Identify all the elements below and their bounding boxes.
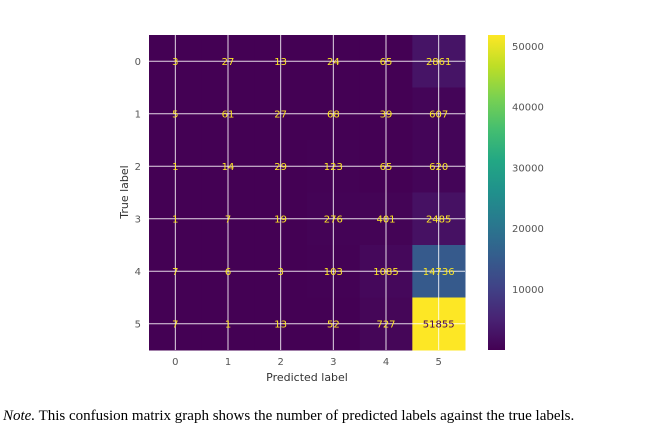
cell-value: 7: [172, 319, 178, 330]
colorbar-ticks: 10000 20000 30000 40000 50000: [512, 42, 544, 296]
colorbar-tick-label: 40000: [512, 103, 544, 114]
colorbar-tick-label: 50000: [512, 42, 544, 53]
cell-value: 103: [324, 267, 343, 278]
cell-value: 276: [324, 214, 343, 225]
cell-value: 29: [274, 162, 287, 173]
cell-value: 727: [376, 319, 395, 330]
cell-value: 14736: [423, 267, 455, 278]
cell-value: 27: [274, 109, 287, 120]
colorbar-tick-label: 30000: [512, 163, 544, 174]
cell-value: 3: [277, 267, 283, 278]
y-axis-label: True label: [118, 165, 131, 219]
cell-value: 13: [274, 319, 287, 330]
caption-label: Note.: [3, 408, 36, 424]
cell-value: 61: [222, 109, 235, 120]
y-tick-label: 2: [135, 162, 141, 173]
cell-value: 1085: [373, 267, 398, 278]
cell-value: 2861: [426, 57, 451, 68]
cell-value: 1: [172, 162, 178, 173]
x-tick-label: 3: [330, 357, 336, 368]
x-axis-label: Predicted label: [266, 371, 348, 384]
y-tick-label: 3: [135, 214, 141, 225]
cell-value: 7: [225, 214, 231, 225]
cell-value: 65: [380, 162, 393, 173]
y-tick-label: 4: [135, 267, 141, 278]
cell-value: 2485: [426, 214, 451, 225]
x-tick-label: 0: [172, 357, 178, 368]
cell-value: 65: [380, 57, 393, 68]
cell-value: 3: [172, 57, 178, 68]
colorbar-tick-label: 10000: [512, 285, 544, 296]
cell-value: 14: [222, 162, 235, 173]
cell-value: 1: [225, 319, 231, 330]
cell-value: 39: [380, 109, 393, 120]
cell-value: 607: [429, 109, 448, 120]
cell-value: 27: [222, 57, 235, 68]
x-tick-label: 1: [225, 357, 231, 368]
gridlines: [149, 35, 465, 350]
cell-value: 51855: [423, 319, 455, 330]
caption-text: This confusion matrix graph shows the nu…: [35, 408, 575, 424]
cell-value: 7: [172, 267, 178, 278]
x-tick-label: 5: [435, 357, 441, 368]
cell-value: 68: [327, 109, 340, 120]
y-tick-label: 0: [135, 57, 141, 68]
cell-value: 6: [225, 267, 231, 278]
x-tick-label: 2: [277, 357, 283, 368]
y-axis-ticks: 0 1 2 3 4 5: [135, 57, 141, 331]
cell-value: 13: [274, 57, 287, 68]
cell-value: 1: [172, 214, 178, 225]
heatmap-grid: [149, 35, 466, 351]
cell-value: 52: [327, 319, 340, 330]
y-tick-label: 1: [135, 109, 141, 120]
x-tick-label: 4: [383, 357, 389, 368]
cell-value: 19: [274, 214, 287, 225]
figure-caption: Note. This confusion matrix graph shows …: [3, 408, 649, 425]
x-axis-ticks: 0 1 2 3 4 5: [172, 357, 442, 368]
colorbar-tick-label: 20000: [512, 224, 544, 235]
cell-value: 620: [429, 162, 448, 173]
cell-value: 123: [324, 162, 343, 173]
colorbar: [488, 35, 505, 350]
cell-value: 24: [327, 57, 340, 68]
cell-value: 401: [376, 214, 395, 225]
y-tick-label: 5: [135, 319, 141, 330]
cell-value: 5: [172, 109, 178, 120]
